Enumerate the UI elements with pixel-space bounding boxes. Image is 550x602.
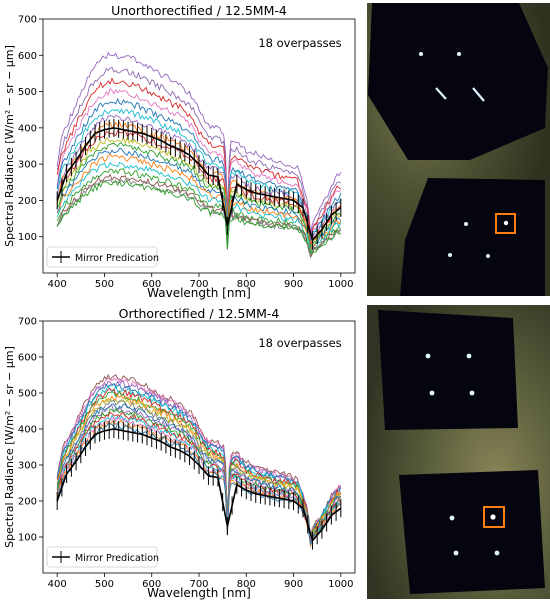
mirror-reflection [469,390,475,396]
mirror-reflection [453,550,459,556]
mirror-reflection [448,253,452,257]
mirror-reflection [419,52,423,56]
y-tick-label: 200 [18,497,37,508]
x-tick-label: 400 [48,279,67,290]
spectrum-line [56,77,342,237]
y-tick-label: 500 [18,389,37,400]
chart-unorthorectified: Unorthorectified / 12.5MM-4 Spectral Rad… [3,3,356,300]
legend-box [46,246,158,268]
y-tick-label: 400 [18,123,37,134]
mirror-reflection [449,515,455,521]
chart-title: Unorthorectified / 12.5MM-4 [111,3,287,18]
spectrum-line [56,180,342,254]
mirror-reflection [464,222,468,226]
y-tick-label: 700 [18,317,37,328]
y-tick-label: 200 [18,196,37,207]
legend-label: Mirror Predication [75,553,159,564]
y-tick-label: 700 [18,15,37,26]
x-tick-label: 900 [284,579,303,590]
x-tick-label: 600 [142,279,161,290]
y-tick-label: 600 [18,353,37,364]
x-tick-label: 500 [95,579,114,590]
satellite-image-orthorectified [367,305,550,599]
plot-area [56,373,342,550]
spectrum-line [56,153,342,252]
y-tick-label: 400 [18,425,37,436]
mirror-reflection [503,220,509,226]
spectrum-line [56,178,342,257]
spectrum-line [56,87,342,241]
legend-box [46,546,158,568]
satellite-image-unorthorectified [367,3,550,296]
spectrum-line [56,147,342,250]
y-ticks: 100 200 300 400 500 600 700 [18,317,43,544]
legend: Mirror Predication [46,546,159,568]
spectrum-line [56,376,342,535]
mirror-reflection [457,52,461,56]
mirror-reflection [490,514,496,520]
selected-mirror-highlight [483,506,505,528]
dark-tarp-lower [399,470,545,594]
mirror-reflection [466,353,472,359]
dark-tarp-upper [378,310,518,430]
spectrum-line [56,142,342,250]
y-axis-label: Spectral Radiance [W/m² − sr − μm] [3,45,16,247]
spectrum-line [56,382,342,539]
spectrum-line [56,380,342,538]
overpass-annotation: 18 overpasses [258,36,341,50]
y-tick-label: 300 [18,160,37,171]
x-tick-label: 800 [237,579,256,590]
spectrum-line [56,97,342,239]
x-tick-label: 1000 [328,279,353,290]
x-ticks: 400 500 600 700 800 900 1000 [48,273,354,290]
x-tick-label: 400 [48,579,67,590]
mirror-reflection [429,390,435,396]
x-axis-label: Wavelength [nm] [147,286,251,300]
dark-tarp-upper [368,3,548,160]
y-tick-label: 500 [18,87,37,98]
spectrum-line [56,51,342,233]
overpass-annotation: 18 overpasses [258,336,341,350]
mirror-reflection-streak [472,87,485,102]
dark-tarp-lower [400,178,545,296]
mirror-reflection [486,254,490,258]
x-tick-label: 700 [189,579,208,590]
spectrum-line [56,161,342,252]
selected-mirror-highlight [495,213,516,234]
x-tick-label: 900 [284,279,303,290]
y-tick-label: 600 [18,51,37,62]
y-tick-label: 100 [18,232,37,243]
y-ticks: 100 200 300 400 500 600 700 [18,15,43,243]
x-axis-label: Wavelength [nm] [147,586,251,600]
x-ticks: 400 500 600 700 800 900 1000 [48,573,354,590]
plot-area [56,51,342,259]
x-tick-label: 500 [95,279,114,290]
x-tick-label: 800 [237,279,256,290]
legend: Mirror Predication [46,246,159,268]
x-tick-label: 700 [189,279,208,290]
spectrum-line [56,66,342,237]
chart-orthorectified: Orthorectified / 12.5MM-4 Spectral Radia… [3,306,356,600]
spectrum-line [56,390,342,538]
x-tick-label: 600 [142,579,161,590]
y-tick-label: 100 [18,533,37,544]
legend-label: Mirror Predication [75,253,159,264]
mirror-reflection-streak [435,87,447,100]
y-axis-label: Spectral Radiance [W/m² − sr − μm] [3,346,16,548]
y-tick-label: 300 [18,461,37,472]
chart-title: Orthorectified / 12.5MM-4 [119,306,280,321]
mirror-reflection [494,550,500,556]
spectrum-line [56,388,342,538]
mirror-reflection [425,353,431,359]
x-tick-label: 1000 [328,579,353,590]
